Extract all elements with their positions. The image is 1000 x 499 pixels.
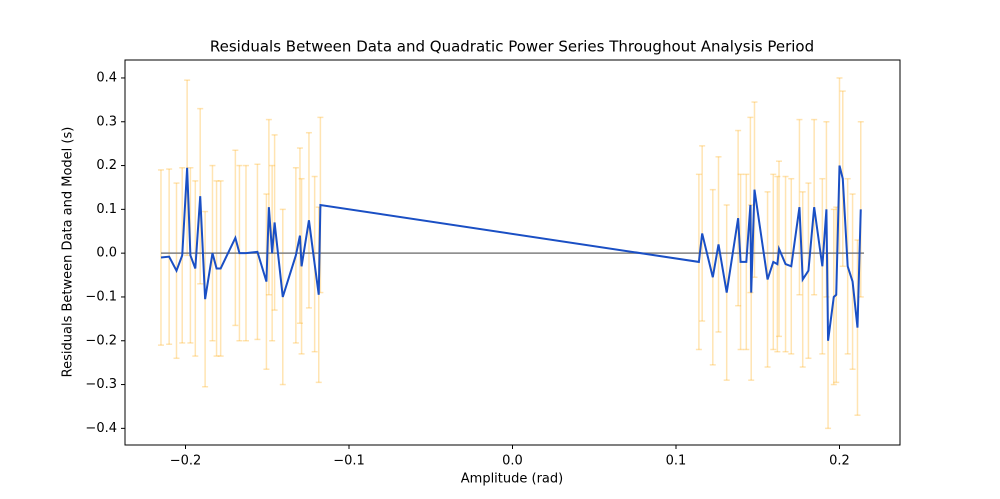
x-axis-label: Amplitude (rad) <box>461 472 563 487</box>
y-tick-label: 0.3 <box>96 114 117 129</box>
plot-frame <box>124 59 901 446</box>
x-tick-label: −0.2 <box>170 454 202 469</box>
y-tick-label: 0.0 <box>96 246 117 261</box>
y-tick-label: 0.2 <box>96 158 117 173</box>
y-tick-label: −0.3 <box>85 377 117 392</box>
y-tick-label: −0.4 <box>85 421 117 436</box>
y-tick-label: 0.4 <box>96 70 117 85</box>
x-tick-label: −0.1 <box>333 454 365 469</box>
x-tick-label: 0.2 <box>829 454 850 469</box>
y-axis-label: Residuals Between Data and Model (s) <box>61 127 76 378</box>
residual-line <box>160 165 862 341</box>
x-tick-label: 0.1 <box>666 454 687 469</box>
x-tick-label: 0.0 <box>502 454 523 469</box>
chart-title: Residuals Between Data and Quadratic Pow… <box>210 38 814 56</box>
y-tick-label: 0.1 <box>96 202 117 217</box>
y-tick-label: −0.1 <box>85 289 117 304</box>
y-tick-label: −0.2 <box>85 333 117 348</box>
